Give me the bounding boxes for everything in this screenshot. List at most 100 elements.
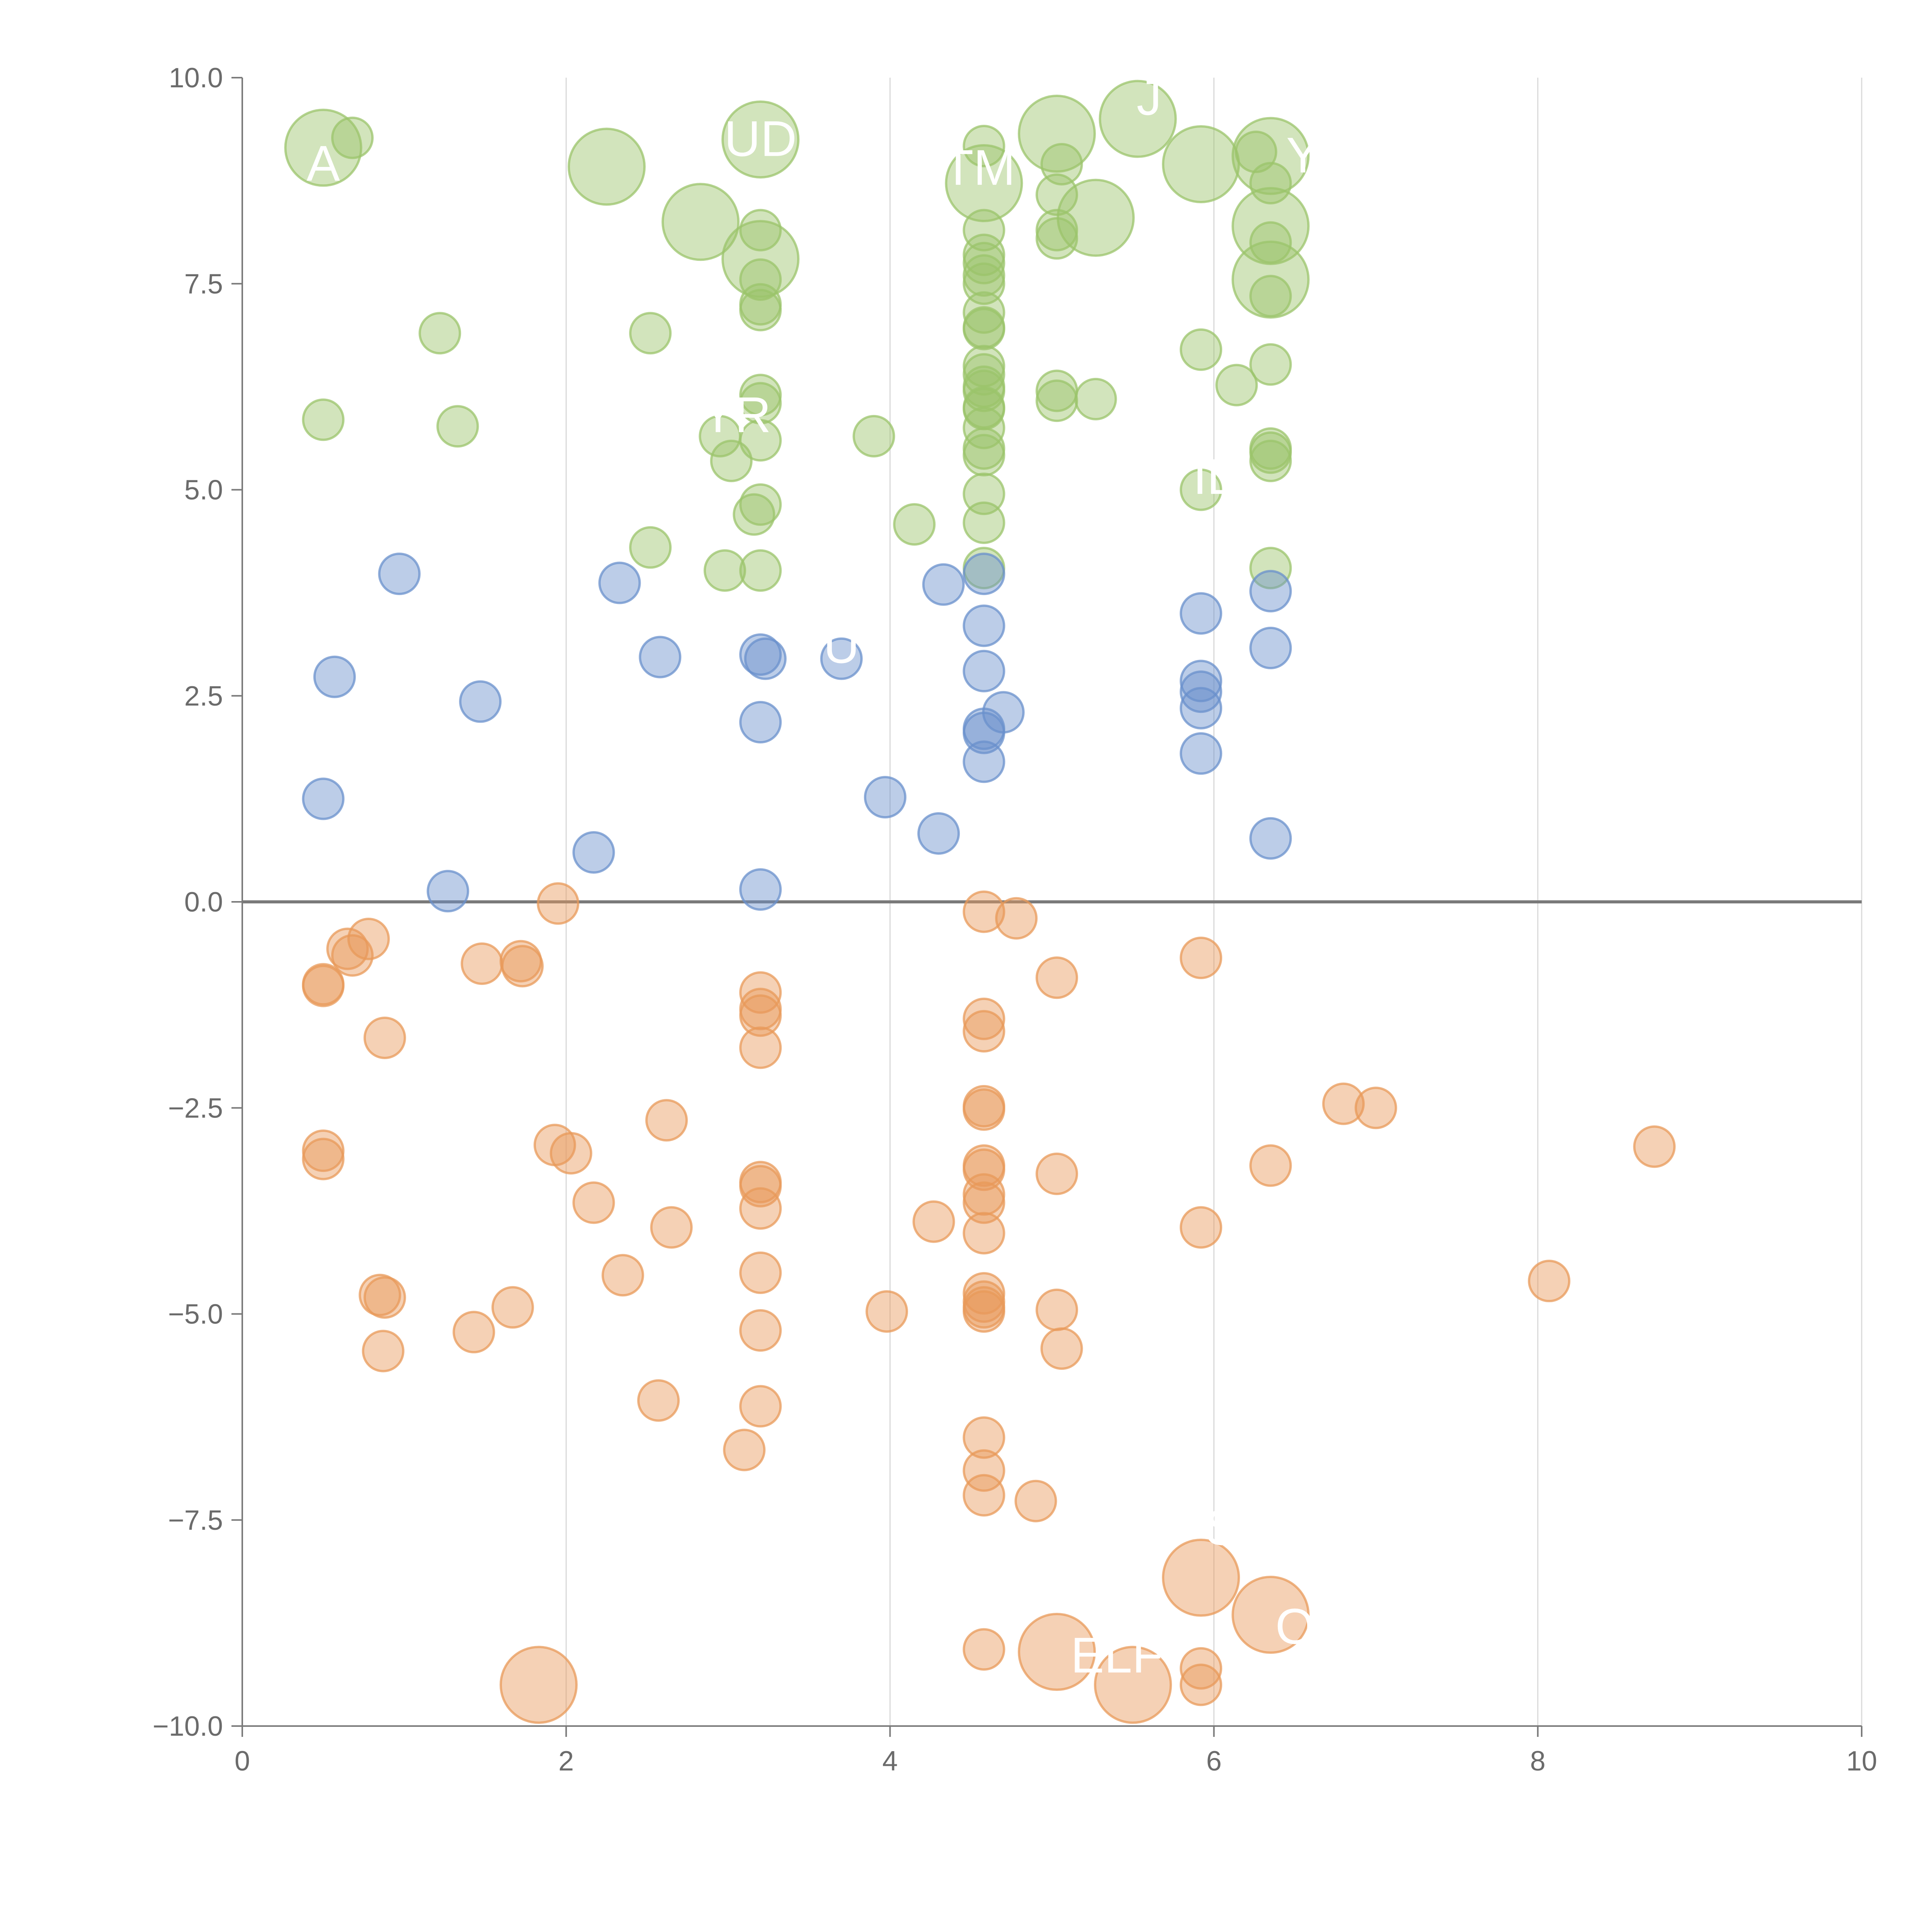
point-high-23 [739,549,782,592]
point-low-52 [963,1290,1005,1333]
point-low-28 [491,1286,534,1329]
point-low-41 [963,1088,1005,1131]
point-high-64 [1249,162,1292,205]
point-low-2 [331,934,374,977]
point-low-0 [537,882,580,925]
point-low-54 [963,1449,1005,1492]
point-mid-3 [459,680,502,723]
point-mid-12 [739,868,782,911]
point-low-70 [1231,1576,1310,1654]
point-low-53 [963,1416,1005,1459]
point-low-55 [963,1474,1005,1517]
point-high-72 [1249,439,1292,482]
point-high-49 [1099,80,1177,158]
point-high-45 [963,473,1005,515]
point-label-6: IL [1193,448,1235,505]
point-label-10: ELF [1071,1627,1163,1683]
point-low-23 [739,1187,782,1230]
y-tick-label-8: −10.0 [153,1711,223,1742]
point-label-4: Y [1286,127,1320,183]
y-tick-label-5: −2.5 [168,1093,223,1124]
y-tick-label-3: 2.5 [184,681,223,712]
point-mid-0 [378,553,421,595]
point-mid-18 [963,650,1005,692]
point-mid-2 [313,655,356,698]
point-low-61 [1040,1327,1083,1370]
point-low-64 [1180,937,1223,980]
point-label-5: YR [701,386,771,443]
point-mid-6 [744,637,787,680]
y-tick-label-2: 5.0 [184,475,223,506]
y-tick-label-7: −7.5 [168,1505,223,1536]
point-mid-27 [1180,732,1223,775]
point-low-66 [1162,1539,1240,1617]
point-high-18 [739,419,782,462]
point-label-1: UD [724,111,797,167]
point-high-13 [436,405,479,448]
point-low-17 [549,1132,592,1175]
x-tick-label-0: 0 [235,1746,250,1777]
point-low-36 [963,890,1005,933]
point-high-11 [629,312,672,355]
data-points [284,80,1676,1724]
point-high-9 [739,289,782,332]
point-high-68 [1249,275,1292,318]
point-low-27 [363,1276,406,1319]
point-high-58 [1162,125,1240,203]
point-high-69 [1249,343,1292,386]
point-high-3 [721,100,800,179]
point-label-0: A [306,135,340,192]
point-mid-1 [598,561,641,604]
point-low-62 [1018,1613,1096,1691]
point-mid-4 [639,636,682,679]
point-low-73 [1528,1260,1571,1303]
point-low-69 [1249,1144,1292,1187]
point-low-67 [1180,1647,1223,1690]
point-high-62 [1235,130,1277,173]
point-high-12 [302,398,345,441]
point-low-13 [739,1026,782,1069]
point-low-45 [963,1181,1005,1224]
point-high-59 [1180,328,1223,371]
point-low-32 [637,1379,680,1422]
point-low-10 [739,971,782,1014]
point-high-56 [1036,379,1078,422]
point-high-44 [963,434,1005,476]
point-low-12 [739,994,782,1037]
point-high-20 [733,493,776,536]
y-tick-label-1: 7.5 [184,269,223,299]
y-tick-label-0: 10.0 [169,63,223,94]
point-low-56 [1014,1480,1057,1522]
point-high-35 [963,308,1005,350]
x-tick-label-3: 6 [1206,1746,1222,1777]
point-high-10 [418,312,461,355]
point-high-0 [284,109,362,187]
x-tick-label-5: 10 [1846,1746,1877,1777]
point-low-71 [1322,1082,1365,1125]
point-high-46 [963,501,1005,544]
point-low-6 [501,945,544,988]
point-high-17 [710,439,753,482]
point-high-1 [331,116,374,159]
point-low-18 [645,1099,688,1142]
point-high-21 [629,526,672,569]
point-low-29 [362,1330,405,1372]
point-low-9 [363,1016,406,1059]
y-tick-label-4: 0.0 [184,887,223,918]
point-low-25 [601,1254,644,1297]
point-low-63 [1094,1646,1172,1724]
point-high-73 [1249,547,1292,590]
point-mid-29 [1249,627,1292,670]
point-low-34 [723,1429,766,1471]
point-low-20 [650,1206,693,1249]
point-low-3 [347,917,390,960]
point-low-43 [963,1148,1005,1191]
point-mid-23 [1180,592,1223,635]
point-mid-11 [427,870,469,913]
x-tick-label-4: 8 [1530,1746,1546,1777]
x-tick-label-1: 2 [558,1746,574,1777]
point-low-30 [452,1311,495,1354]
point-low-39 [963,1010,1005,1053]
point-low-38 [963,997,1005,1040]
